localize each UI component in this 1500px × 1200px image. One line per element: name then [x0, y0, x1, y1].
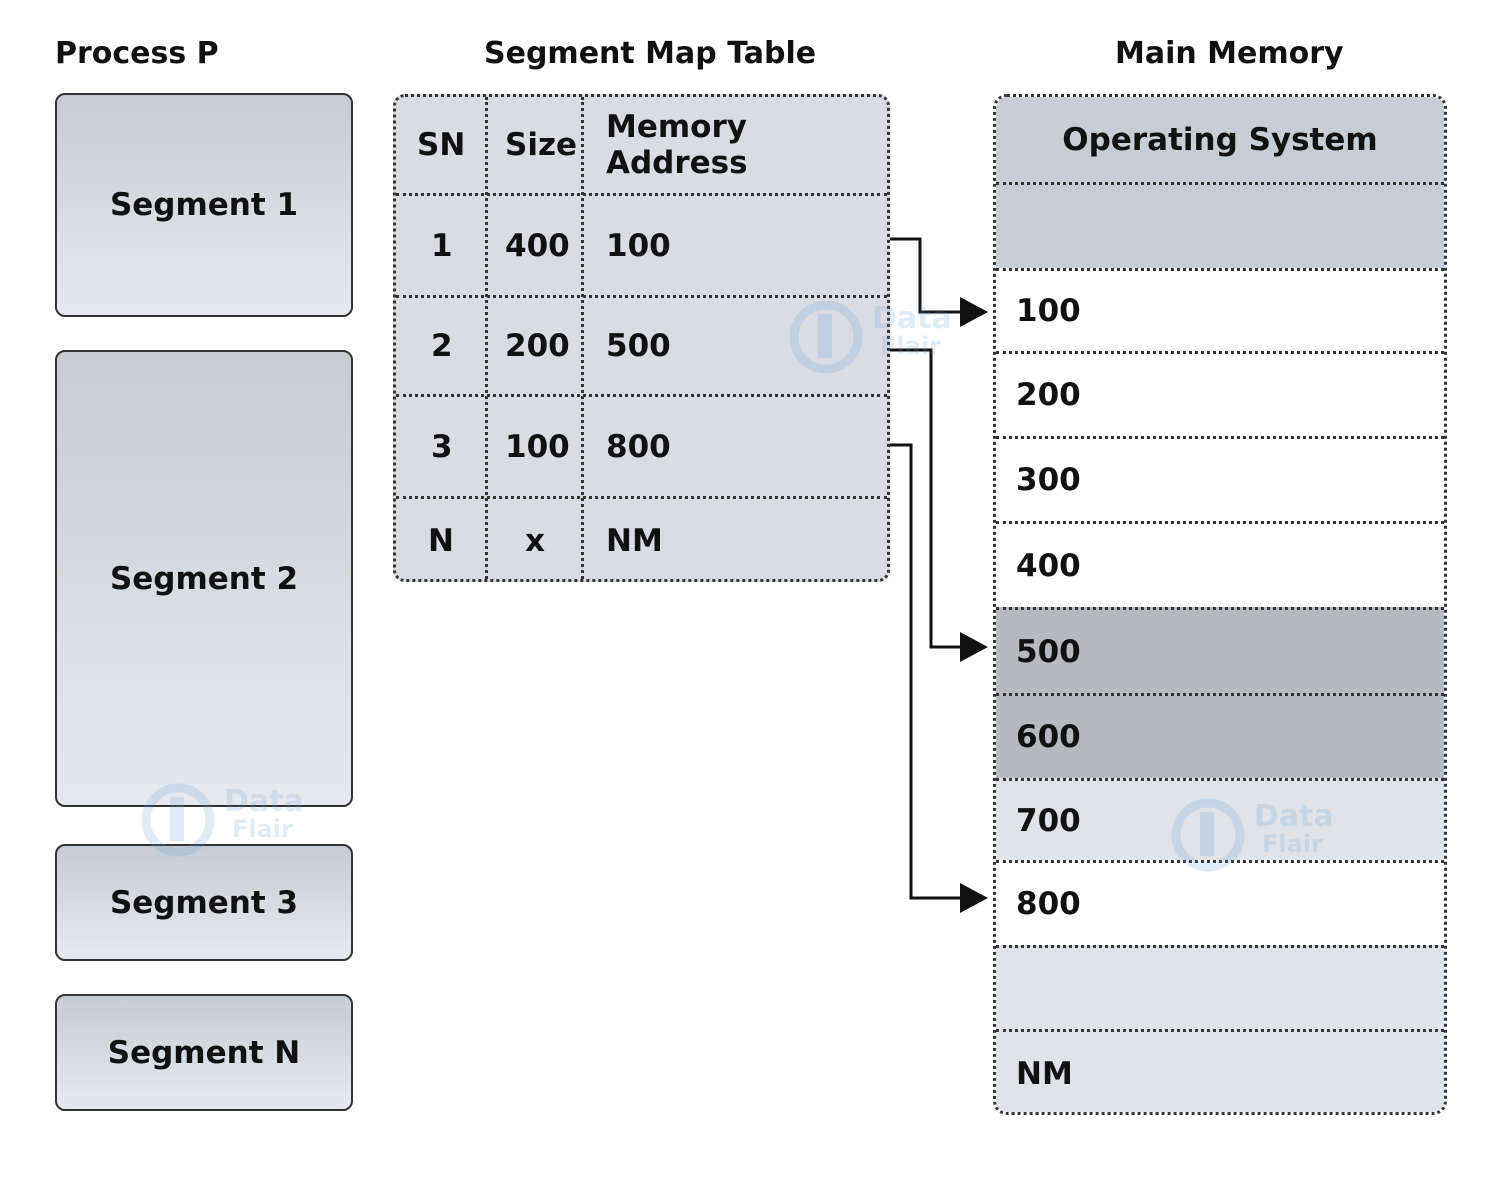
memory-row: 200 [996, 351, 1444, 436]
memory-row-segment-2: 600 [996, 693, 1444, 778]
memory-row-nm: NM [996, 1029, 1444, 1112]
memory-label: Operating System [1062, 121, 1378, 158]
memory-row-segment-2: 500 [996, 607, 1444, 693]
segment-label: Segment 1 [109, 187, 299, 223]
cell-size: 200 [505, 328, 570, 364]
memory-row: 400 [996, 521, 1444, 607]
memory-row: 100 [996, 268, 1444, 351]
process-title: Process P [55, 36, 219, 71]
cell-sn: 1 [431, 227, 453, 264]
column-divider [581, 97, 584, 579]
cell-address: 800 [606, 428, 671, 465]
cell-sn: N [428, 522, 454, 559]
cell-size: 400 [505, 227, 570, 264]
header-sn: SN [417, 127, 466, 163]
segment-label: Segment N [107, 1034, 301, 1071]
memory-label: 800 [1016, 886, 1081, 922]
table-row: N x NM [396, 496, 887, 579]
table-row: 2 200 500 [396, 295, 887, 394]
segment-label: Segment 3 [109, 884, 299, 921]
arrow-segment-3 [890, 443, 988, 913]
memory-label: 500 [1016, 633, 1081, 670]
memory-row: 300 [996, 436, 1444, 521]
memory-title: Main Memory [1115, 36, 1344, 71]
smt-title: Segment Map Table [484, 36, 817, 71]
arrow-segment-1 [890, 237, 988, 327]
memory-row-segment-3: 800 [996, 860, 1444, 945]
memory-row [996, 945, 1444, 1029]
cell-size: 100 [505, 428, 570, 465]
main-memory: Operating System 100 200 300 400 500 600… [993, 94, 1447, 1115]
cell-size: x [525, 522, 545, 559]
header-memory-address: Memory Address [606, 109, 748, 181]
memory-row [996, 182, 1444, 268]
process-segment-n: Segment N [55, 994, 353, 1111]
segment-map-table: SN Size Memory Address 1 400 100 2 200 5… [393, 94, 890, 582]
cell-address: NM [606, 522, 663, 559]
memory-label: 100 [1016, 293, 1081, 329]
memory-label: 600 [1016, 719, 1081, 755]
memory-label: 400 [1016, 547, 1081, 584]
segment-label: Segment 2 [109, 560, 299, 597]
memory-row: 700 [996, 778, 1444, 860]
cell-sn: 3 [431, 428, 453, 465]
process-segment-1: Segment 1 [55, 93, 353, 317]
cell-address: 100 [606, 227, 671, 264]
table-header-row: SN Size Memory Address [396, 97, 887, 193]
cell-address: 500 [606, 328, 671, 364]
memory-row-os: Operating System [996, 97, 1444, 182]
process-segment-3: Segment 3 [55, 844, 353, 961]
process-segment-2: Segment 2 [55, 350, 353, 807]
memory-label: NM [1016, 1055, 1073, 1092]
table-row: 1 400 100 [396, 193, 887, 295]
cell-sn: 2 [431, 328, 453, 364]
table-row: 3 100 800 [396, 394, 887, 496]
arrow-segment-2 [890, 348, 988, 662]
header-size: Size [505, 127, 578, 163]
column-divider [485, 97, 488, 579]
memory-label: 300 [1016, 462, 1081, 498]
memory-label: 200 [1016, 377, 1081, 413]
memory-label: 700 [1016, 802, 1081, 839]
